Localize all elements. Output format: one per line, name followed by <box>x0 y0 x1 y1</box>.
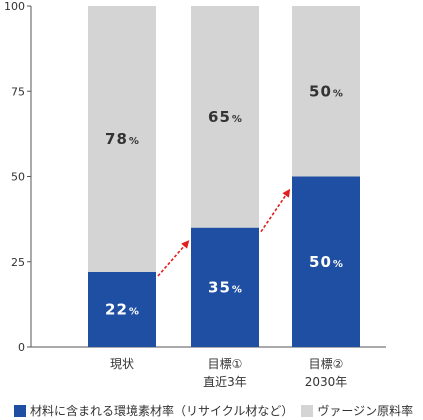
x-tick-sublabel: 2030年 <box>305 375 348 389</box>
legend-label-virgin: ヴァージン原料率 <box>317 404 414 418</box>
legend-swatch-recycled <box>14 404 26 417</box>
bar-segment-virgin <box>292 6 360 177</box>
legend-label-recycled: 材料に含まれる環境素材率（リサイクル材など） <box>30 404 294 418</box>
data-label: 78% <box>105 130 139 148</box>
y-tick-label: 100 <box>4 0 25 13</box>
stacked-bar-chart: 0 25 50 75 100 22% 78% 35% 65% 50% 50% 現状 目標① 直近3年 目… <box>4 0 386 389</box>
data-label: 65% <box>208 108 242 126</box>
x-tick-sublabel: 直近3年 <box>203 375 247 389</box>
legend: 材料に含まれる環境素材率（リサイクル材など） ヴァージン原料率 <box>14 402 413 419</box>
trend-arrow <box>260 188 291 233</box>
bar-segment-virgin <box>88 6 156 272</box>
bar-segment-virgin <box>191 6 259 228</box>
y-tick-label: 25 <box>11 256 25 269</box>
y-tick-label: 50 <box>11 171 25 184</box>
data-label: 35% <box>208 278 242 296</box>
y-tick-label: 75 <box>11 85 25 98</box>
x-tick-label: 目標② <box>309 357 344 371</box>
bar-segment-recycled <box>88 271 156 347</box>
bar-segment-recycled <box>292 176 360 347</box>
bar-segment-recycled <box>191 227 259 347</box>
data-label: 50% <box>309 82 343 100</box>
x-tick-label: 現状 <box>110 357 134 371</box>
x-tick-label: 目標① <box>208 357 243 371</box>
trend-arrow <box>157 240 190 277</box>
data-label: 50% <box>309 253 343 271</box>
data-label: 22% <box>105 300 139 318</box>
legend-swatch-virgin <box>301 404 314 417</box>
trend-arrows <box>157 188 291 277</box>
bars: 22% 78% 35% 65% 50% 50% <box>88 6 360 347</box>
x-axis-labels: 現状 目標① 直近3年 目標② 2030年 <box>110 357 347 389</box>
y-tick-label: 0 <box>18 341 25 354</box>
